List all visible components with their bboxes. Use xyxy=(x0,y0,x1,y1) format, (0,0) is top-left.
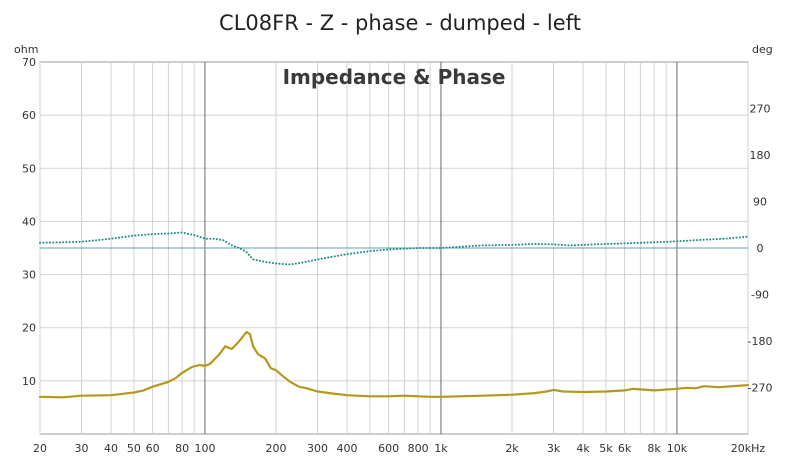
left-tick-labels: 10 20 30 40 50 60 70 xyxy=(22,56,36,388)
phase-series-line xyxy=(39,231,749,266)
x-tick-labels: 20 30 40 50 60 80 100 200 300 400 600 800 1k 2k 3k 4k 5k… xyxy=(33,442,765,455)
x-tick-label: 100 xyxy=(194,442,215,455)
plot-area xyxy=(38,61,750,435)
left-axis-unit: ohm xyxy=(14,43,38,56)
right-tick-label: -90 xyxy=(751,289,769,302)
x-tick-label: 20 xyxy=(33,442,47,455)
x-tick-label: 10k xyxy=(667,442,688,455)
left-tick-label: 60 xyxy=(22,109,36,122)
chart-subtitle: Impedance & Phase xyxy=(283,65,506,89)
chart-title: CL08FR - Z - phase - dumped - left xyxy=(219,11,581,35)
x-tick-label: 3k xyxy=(547,442,561,455)
right-tick-label: 0 xyxy=(757,242,764,255)
x-tick-label: 2k xyxy=(505,442,519,455)
left-tick-label: 70 xyxy=(22,56,36,69)
left-tick-label: 30 xyxy=(22,269,36,282)
left-tick-label: 10 xyxy=(22,375,36,388)
impedance-series-line xyxy=(38,330,750,399)
x-tick-label: 800 xyxy=(408,442,429,455)
right-tick-label: 180 xyxy=(750,149,771,162)
left-tick-label: 50 xyxy=(22,162,36,175)
x-tick-label: 400 xyxy=(337,442,358,455)
x-tick-label: 80 xyxy=(175,442,189,455)
x-tick-label: 60 xyxy=(146,442,160,455)
x-tick-label: 5k xyxy=(599,442,613,455)
x-tick-label: 4k xyxy=(576,442,590,455)
right-tick-label: -270 xyxy=(748,382,773,395)
x-tick-label: 600 xyxy=(378,442,399,455)
x-tick-label: 1k xyxy=(434,442,448,455)
x-tick-label: 6k xyxy=(618,442,632,455)
x-tick-label: 300 xyxy=(307,442,328,455)
right-tick-labels: -270 -180 -90 0 90 180 270 xyxy=(748,103,773,395)
x-tick-label: 30 xyxy=(75,442,89,455)
x-tick-label: 20kHz xyxy=(731,442,766,455)
right-axis-unit: deg xyxy=(752,43,773,56)
x-tick-label: 200 xyxy=(266,442,287,455)
right-tick-label: -180 xyxy=(748,335,773,348)
x-tick-label: 40 xyxy=(104,442,118,455)
right-tick-label: 90 xyxy=(753,196,767,209)
x-tick-label: 50 xyxy=(127,442,141,455)
left-tick-label: 40 xyxy=(22,215,36,228)
x-tick-label: 8k xyxy=(647,442,661,455)
left-tick-label: 20 xyxy=(22,322,36,335)
series-group xyxy=(38,231,750,399)
right-tick-label: 270 xyxy=(750,103,771,116)
